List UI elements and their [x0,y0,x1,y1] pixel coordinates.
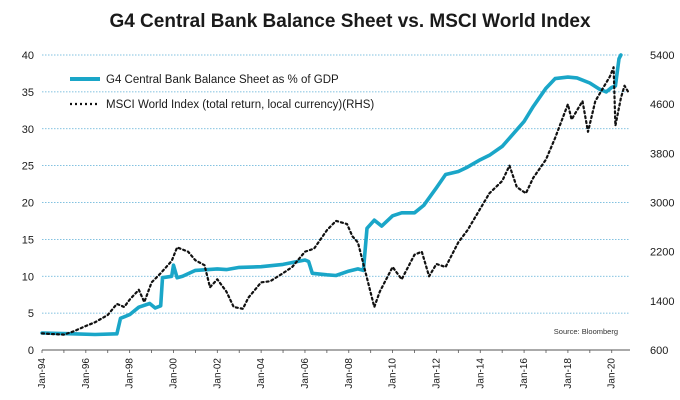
x-tick-label: Jan-02 [212,358,223,389]
x-tick-label: Jan-14 [475,358,486,389]
series-layer [40,53,630,337]
series-line-balance-sheet [40,53,623,337]
y-right-tick-label: 1400 [650,296,674,308]
axes-layer: 0 5 10 15 20 25 30 35 40 600 1400 2200 3000 3800 4600 5… [22,50,675,389]
y-left-tick-label: 10 [22,271,34,283]
y-right-tick-label: 3800 [650,148,674,160]
source-note: Source: Bloomberg [554,327,618,336]
y-left-tick-label: 35 [22,87,34,99]
y-left-tick-label: 5 [28,308,34,320]
series-line-msci [40,66,630,336]
y-right-tick-label: 3000 [650,198,674,210]
legend-label-msci: MSCI World Index (total return, local cu… [106,99,374,111]
x-tick-label: Jan-16 [519,358,530,389]
y-left-tick-label: 0 [28,345,34,357]
x-tick-label: Jan-04 [256,358,267,389]
y-left-tick-label: 25 [22,161,34,173]
y-left-tick-label: 30 [22,124,34,136]
legend-label-balance-sheet: G4 Central Bank Balance Sheet as % of GD… [106,74,339,86]
legend: G4 Central Bank Balance Sheet as % of GD… [70,74,374,111]
y-left-tick-label: 15 [22,234,34,246]
x-tick-label: Jan-12 [431,358,442,389]
y-right-tick-label: 5400 [650,50,674,62]
y-right-tick-label: 2200 [650,247,674,259]
x-tick-label: Jan-06 [300,358,311,389]
y-left-tick-label: 20 [22,198,34,210]
chart-title: G4 Central Bank Balance Sheet vs. MSCI W… [109,11,591,32]
x-tick-label: Jan-18 [563,358,574,389]
x-tick-label: Jan-10 [388,358,399,389]
y-right-tick-label: 600 [650,345,668,357]
y-right-tick-label: 4600 [650,99,674,111]
x-tick-label: Jan-00 [168,358,179,389]
x-tick-label: Jan-94 [37,358,48,389]
x-tick-label: Jan-20 [607,358,618,389]
x-tick-label: Jan-98 [125,358,136,389]
x-tick-label: Jan-96 [81,358,92,389]
x-tick-label: Jan-08 [344,358,355,389]
y-left-tick-label: 40 [22,50,34,62]
